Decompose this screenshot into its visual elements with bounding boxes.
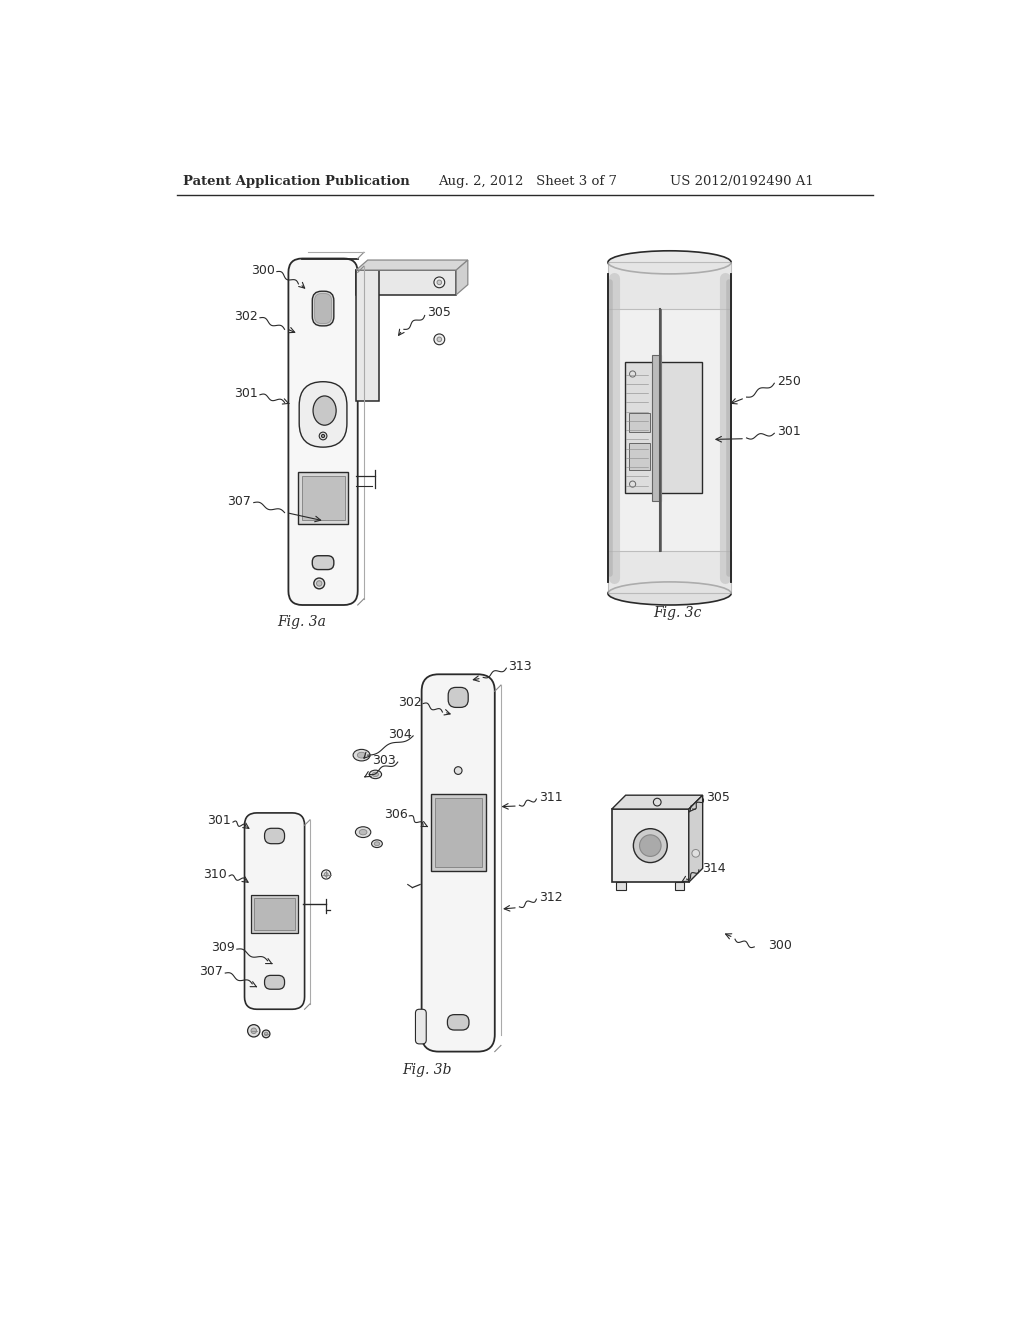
Text: Patent Application Publication: Patent Application Publication <box>183 176 410 187</box>
Circle shape <box>630 371 636 378</box>
Bar <box>616 882 626 890</box>
FancyBboxPatch shape <box>447 1015 469 1030</box>
Ellipse shape <box>370 770 382 779</box>
Ellipse shape <box>374 842 380 846</box>
Text: 307: 307 <box>227 495 252 508</box>
Bar <box>629 444 650 470</box>
Circle shape <box>316 581 322 586</box>
Text: Fig. 3a: Fig. 3a <box>278 615 326 628</box>
Polygon shape <box>356 260 468 271</box>
Text: 305: 305 <box>707 791 730 804</box>
Text: Fig. 3b: Fig. 3b <box>402 1063 452 1077</box>
Text: 304: 304 <box>388 727 412 741</box>
FancyBboxPatch shape <box>264 975 285 989</box>
Circle shape <box>262 1030 270 1038</box>
Circle shape <box>264 1032 268 1036</box>
Bar <box>652 355 662 502</box>
Text: 301: 301 <box>207 814 230 828</box>
Ellipse shape <box>353 750 370 760</box>
Text: 300: 300 <box>251 264 274 277</box>
FancyBboxPatch shape <box>312 292 334 326</box>
Circle shape <box>692 850 699 857</box>
Bar <box>608 552 731 594</box>
Bar <box>625 363 701 494</box>
Text: 301: 301 <box>233 387 258 400</box>
Circle shape <box>325 873 328 876</box>
FancyBboxPatch shape <box>449 688 468 708</box>
FancyBboxPatch shape <box>245 813 304 1010</box>
Text: 250: 250 <box>777 375 801 388</box>
Text: 307: 307 <box>199 965 223 978</box>
Circle shape <box>653 799 662 807</box>
Text: 310: 310 <box>203 869 226 880</box>
Bar <box>629 412 650 432</box>
Bar <box>356 271 457 294</box>
Text: 305: 305 <box>427 306 451 319</box>
Circle shape <box>319 432 327 440</box>
Ellipse shape <box>359 829 367 834</box>
Circle shape <box>630 480 636 487</box>
Text: 314: 314 <box>701 862 726 875</box>
Bar <box>431 793 485 871</box>
Text: 313: 313 <box>508 660 531 673</box>
Bar <box>608 263 731 594</box>
Circle shape <box>313 578 325 589</box>
Bar <box>611 809 689 882</box>
Ellipse shape <box>313 396 336 425</box>
Circle shape <box>634 829 668 862</box>
Text: 302: 302 <box>233 310 258 323</box>
FancyBboxPatch shape <box>422 675 495 1052</box>
FancyBboxPatch shape <box>264 829 285 843</box>
Text: 306: 306 <box>384 808 408 821</box>
FancyBboxPatch shape <box>314 293 332 323</box>
Text: 311: 311 <box>539 791 562 804</box>
Ellipse shape <box>608 582 731 605</box>
Circle shape <box>322 434 325 437</box>
Circle shape <box>437 280 441 285</box>
Ellipse shape <box>355 826 371 838</box>
Circle shape <box>434 277 444 288</box>
Circle shape <box>248 1024 260 1038</box>
Bar <box>356 271 379 401</box>
Polygon shape <box>611 795 702 809</box>
FancyBboxPatch shape <box>312 556 334 570</box>
Bar <box>675 882 684 890</box>
Text: Fig. 3c: Fig. 3c <box>653 606 701 619</box>
Circle shape <box>434 334 444 345</box>
Text: 303: 303 <box>373 754 396 767</box>
Text: 309: 309 <box>211 941 234 954</box>
Circle shape <box>640 834 662 857</box>
Text: 302: 302 <box>398 696 422 709</box>
Circle shape <box>251 1028 257 1034</box>
Bar <box>251 895 298 933</box>
Bar <box>298 471 348 524</box>
Circle shape <box>455 767 462 775</box>
Polygon shape <box>689 795 702 882</box>
Bar <box>301 475 345 520</box>
Ellipse shape <box>357 752 366 758</box>
Ellipse shape <box>373 772 379 776</box>
FancyBboxPatch shape <box>289 259 357 605</box>
Polygon shape <box>457 260 468 294</box>
Text: 301: 301 <box>777 425 801 438</box>
Text: Aug. 2, 2012   Sheet 3 of 7: Aug. 2, 2012 Sheet 3 of 7 <box>438 176 617 187</box>
Text: 300: 300 <box>768 939 792 952</box>
Circle shape <box>322 870 331 879</box>
Bar <box>608 263 731 309</box>
Bar <box>435 797 481 867</box>
FancyBboxPatch shape <box>416 1010 426 1044</box>
Text: US 2012/0192490 A1: US 2012/0192490 A1 <box>670 176 813 187</box>
Ellipse shape <box>608 251 731 275</box>
Circle shape <box>437 337 441 342</box>
Text: 312: 312 <box>539 891 562 904</box>
Bar <box>254 898 295 929</box>
FancyBboxPatch shape <box>299 381 347 447</box>
Ellipse shape <box>372 840 382 847</box>
